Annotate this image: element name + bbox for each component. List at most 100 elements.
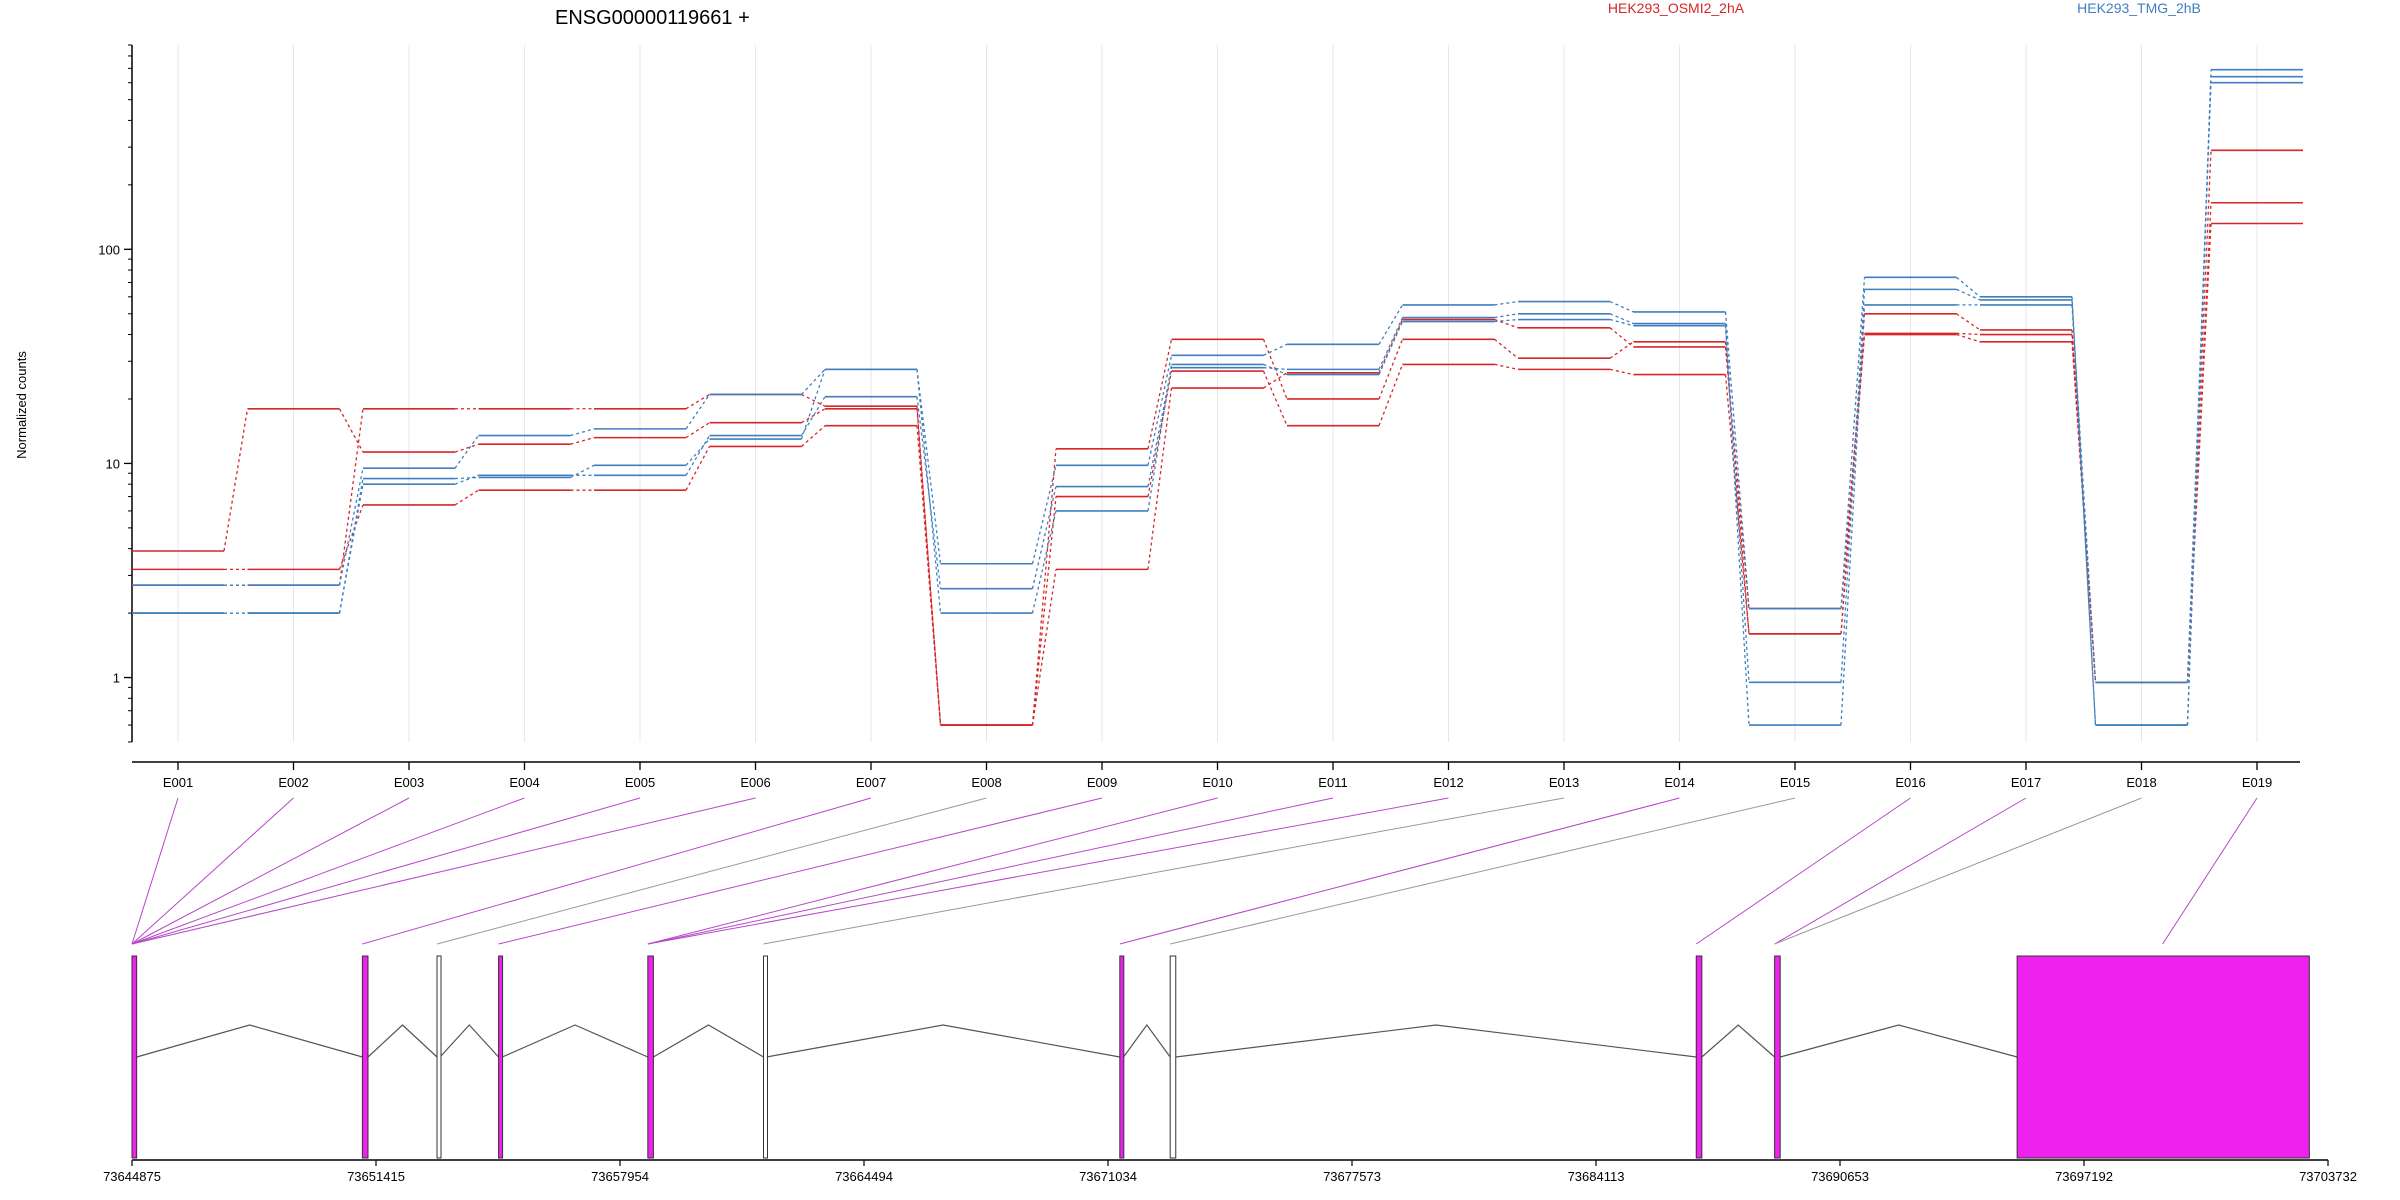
bin-transition: [1494, 318, 1519, 323]
bin-transition: [1147, 355, 1173, 466]
y-axis: 1 10 100: [98, 44, 133, 743]
bin-transition: [1609, 318, 1634, 327]
genomic-coordinate-axis: 73644875 73651415 73657954 73664494 73671034…: [103, 1159, 2357, 1184]
expression-series: [132, 68, 2303, 726]
gene-model: [131, 955, 2310, 1159]
connector-e013: [763, 797, 1565, 945]
intron: [1701, 1024, 1776, 1058]
bin-transition: [800, 369, 826, 440]
bin-transition: [2186, 76, 2212, 726]
bin-label-e013: E013: [1549, 775, 1579, 790]
intron: [367, 1024, 438, 1058]
exon-bin-axis: E001 E002 E003 E004 E005 E006 E007 E008 E009 E010…: [132, 761, 2300, 790]
exon-untested: [762, 955, 768, 1159]
bin-transition: [454, 435, 480, 469]
bin-transition: [685, 435, 711, 476]
intron: [439, 1024, 500, 1058]
bin-transition: [800, 396, 826, 436]
bin-transition: [454, 474, 479, 485]
connector-e002: [131, 797, 294, 945]
bin-transition: [570, 464, 595, 479]
y-axis-label: Normalized counts: [14, 351, 29, 459]
bin-transition: [1494, 300, 1519, 306]
bin-transition: [1494, 363, 1519, 370]
bin-transition: [916, 369, 942, 564]
coordinate-label: 73664494: [835, 1169, 893, 1184]
bin-transition: [338, 408, 364, 586]
bin-transition: [338, 478, 364, 614]
bin-label-e016: E016: [1895, 775, 1925, 790]
bin-label-e014: E014: [1664, 775, 1694, 790]
exon-tested: [1774, 955, 1781, 1159]
bin-transition: [916, 406, 942, 726]
bin-transition: [1840, 304, 1866, 726]
bin-transition: [1263, 343, 1288, 356]
connector-e008: [436, 797, 987, 945]
legend-entry-osmi2: HEK293_OSMI2_2hA: [1608, 0, 1745, 16]
bin-label-e004: E004: [509, 775, 539, 790]
bin-transition: [1609, 313, 1634, 325]
coordinate-label: 73697192: [2055, 1169, 2113, 1184]
exon-untested: [1169, 955, 1177, 1159]
bin-transition: [454, 443, 479, 453]
bin-transition: [685, 394, 711, 430]
connector-e001: [131, 797, 179, 945]
vertical-grid: [177, 45, 2258, 742]
bin-transition: [1263, 363, 1288, 376]
bin-transition: [1147, 367, 1173, 487]
bin-label-e015: E015: [1780, 775, 1810, 790]
bin-transition: [1609, 368, 1634, 376]
bin-label-e009: E009: [1087, 775, 1117, 790]
bin-transition: [223, 408, 249, 552]
bin-transition: [685, 422, 710, 439]
bin-transition: [1956, 333, 1981, 343]
bin-transition: [1147, 339, 1173, 449]
connector-e003: [131, 797, 410, 945]
bin-transition: [338, 484, 364, 614]
bin-label-e008: E008: [971, 775, 1001, 790]
bin-transition: [1263, 367, 1288, 371]
bin-transition: [801, 408, 826, 424]
bin-transition: [1262, 370, 1288, 426]
bin-transition: [1956, 332, 1981, 336]
bin-transition: [1956, 288, 1981, 301]
bin-transition: [1840, 277, 1866, 609]
intron: [502, 1024, 649, 1058]
bin-transition: [570, 428, 595, 437]
bin-transition: [1609, 300, 1634, 313]
coordinate-label: 73690653: [1811, 1169, 1869, 1184]
bin-transition: [1031, 465, 1057, 564]
bin-transition: [454, 489, 479, 506]
exon-tested: [647, 955, 654, 1159]
bin-transition: [1378, 317, 1404, 370]
coordinate-label: 73651415: [347, 1169, 405, 1184]
bin-transition: [2186, 82, 2212, 683]
exon-tested: [2016, 955, 2310, 1159]
connector-e005: [131, 797, 641, 945]
chart-title: ENSG00000119661 +: [555, 7, 750, 29]
bin-transition: [1609, 341, 1634, 359]
bin-transition: [1378, 339, 1404, 400]
bin-transition: [1494, 338, 1519, 359]
coordinate-label: 73657954: [591, 1169, 649, 1184]
bin-transition: [1031, 448, 1057, 726]
bin-transition: [1378, 304, 1404, 345]
bin-transition: [338, 468, 364, 586]
bin-transition: [338, 408, 364, 453]
coordinate-label: 73703732: [2299, 1169, 2357, 1184]
bin-transition: [801, 368, 826, 395]
bin-transition: [916, 425, 942, 726]
connector-e010: [647, 797, 1218, 945]
connector-e006: [131, 797, 756, 945]
intron: [1175, 1024, 1697, 1058]
y-tick-label: 10: [106, 456, 120, 471]
bin-transition: [1956, 313, 1981, 331]
bin-transition: [1147, 387, 1173, 570]
exon-tested: [1119, 955, 1125, 1159]
intron: [1123, 1023, 1171, 1058]
intron: [766, 1024, 1120, 1058]
bin-transition: [1031, 486, 1057, 589]
bin-transition: [1724, 374, 1750, 634]
connector-e017: [1774, 797, 2027, 945]
bin-transition: [1378, 319, 1404, 374]
